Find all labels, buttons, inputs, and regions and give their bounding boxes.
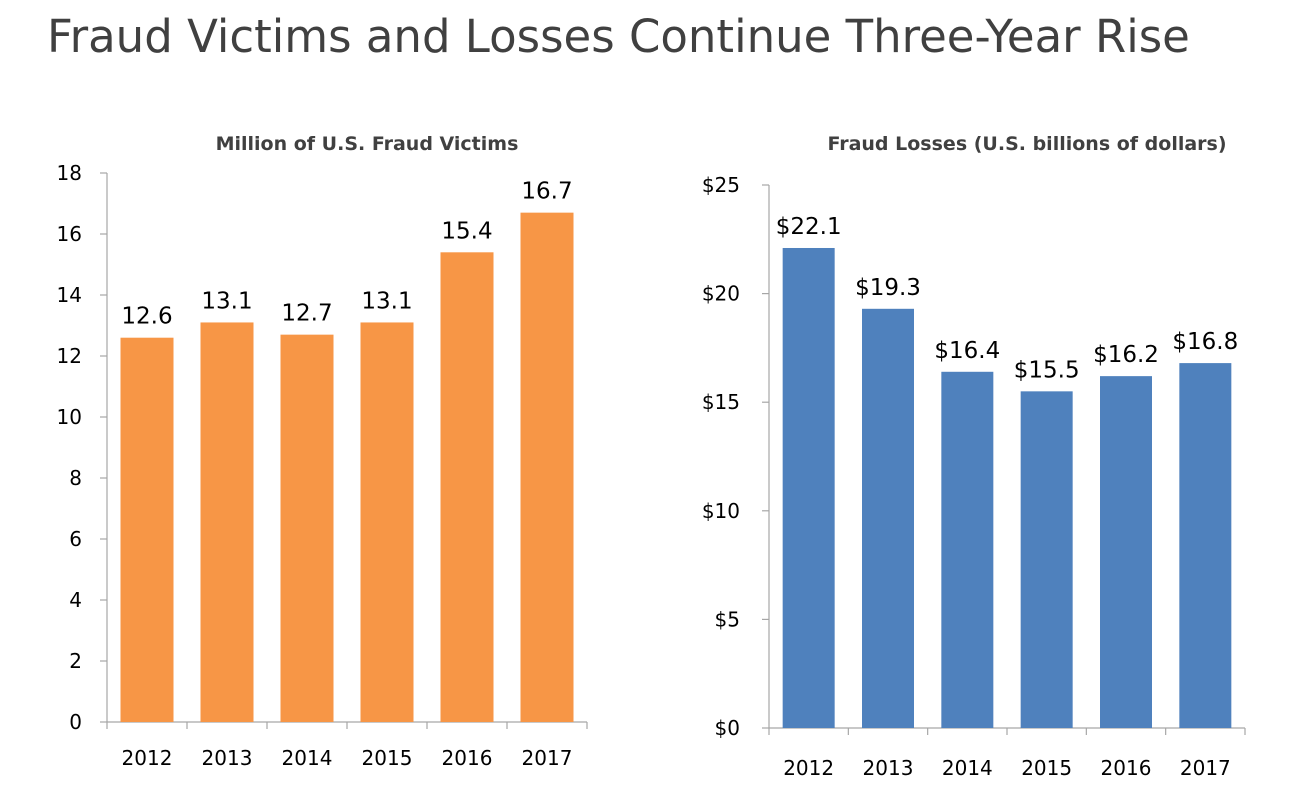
victims-y-tick-label: 10 — [57, 405, 82, 429]
victims-y-tick-label: 6 — [69, 527, 82, 551]
losses-data-label-2013: $19.3 — [855, 275, 921, 301]
losses-x-tick-label-2014: 2014 — [942, 756, 993, 780]
victims-x-tick-label-2017: 2017 — [522, 746, 573, 770]
victims-y-tick-label: 4 — [69, 588, 82, 612]
victims-y-tick-label: 2 — [69, 649, 82, 673]
victims-bar-2016 — [440, 252, 494, 723]
victims-chart: Million of U.S. Fraud Victims 0 2 4 6 8 10 12 14… — [57, 133, 588, 770]
losses-x-tick-label-2013: 2013 — [863, 756, 914, 780]
victims-bar-2015 — [360, 322, 414, 722]
losses-y-tick-label: $20 — [702, 282, 740, 306]
victims-x-tick-label-2013: 2013 — [202, 746, 253, 770]
victims-y-tick-label: 8 — [69, 466, 82, 490]
victims-y-tick-label: 16 — [57, 222, 82, 246]
victims-x-tick-label-2016: 2016 — [442, 746, 493, 770]
victims-data-label-2012: 12.6 — [121, 304, 172, 330]
losses-data-label-2017: $16.8 — [1172, 329, 1238, 355]
losses-data-label-2016: $16.2 — [1093, 342, 1159, 368]
losses-data-label-2012: $22.1 — [776, 214, 842, 240]
page-title: Fraud Victims and Losses Continue Three-… — [47, 10, 1190, 63]
losses-bar-2015 — [1020, 391, 1073, 728]
losses-x-tick-label-2017: 2017 — [1180, 756, 1231, 780]
losses-chart: Fraud Losses (U.S. billions of dollars) $… — [702, 133, 1246, 780]
victims-data-label-2015: 13.1 — [361, 288, 412, 314]
losses-y-tick-label: $25 — [702, 173, 740, 197]
victims-y-tick-label: 14 — [57, 283, 82, 307]
victims-x-tick-label-2012: 2012 — [122, 746, 173, 770]
losses-x-tick-label-2016: 2016 — [1101, 756, 1152, 780]
victims-bar-2017 — [520, 212, 574, 722]
losses-bar-2017 — [1179, 363, 1232, 728]
victims-data-label-2014: 12.7 — [281, 301, 332, 327]
losses-bar-2013 — [862, 308, 914, 728]
losses-y-tick-label: $0 — [715, 716, 740, 740]
losses-chart-title: Fraud Losses (U.S. billions of dollars) — [827, 133, 1226, 155]
losses-data-label-2015: $15.5 — [1014, 357, 1080, 383]
victims-bar-2012 — [120, 337, 174, 722]
losses-bar-2012 — [782, 247, 835, 728]
losses-y-tick-label: $10 — [702, 499, 740, 523]
victims-y-tick-label: 0 — [69, 710, 82, 734]
losses-data-label-2014: $16.4 — [934, 338, 1000, 364]
victims-bar-2014 — [280, 334, 334, 722]
victims-data-label-2016: 15.4 — [441, 218, 492, 244]
losses-y-tick-label: $15 — [702, 390, 740, 414]
victims-y-tick-label: 12 — [57, 344, 82, 368]
victims-x-tick-label-2015: 2015 — [362, 746, 413, 770]
losses-x-tick-label-2012: 2012 — [783, 756, 834, 780]
losses-x-tick-label-2015: 2015 — [1021, 756, 1072, 780]
losses-y-tick-label: $5 — [715, 607, 740, 631]
victims-data-label-2017: 16.7 — [521, 179, 572, 205]
victims-data-label-2013: 13.1 — [201, 288, 252, 314]
losses-bar-2014 — [941, 371, 994, 728]
victims-y-tick-label: 18 — [57, 161, 82, 185]
victims-chart-title: Million of U.S. Fraud Victims — [216, 133, 519, 155]
victims-bar-2013 — [200, 322, 254, 722]
losses-bar-2016 — [1100, 376, 1152, 728]
victims-x-tick-label-2014: 2014 — [282, 746, 333, 770]
